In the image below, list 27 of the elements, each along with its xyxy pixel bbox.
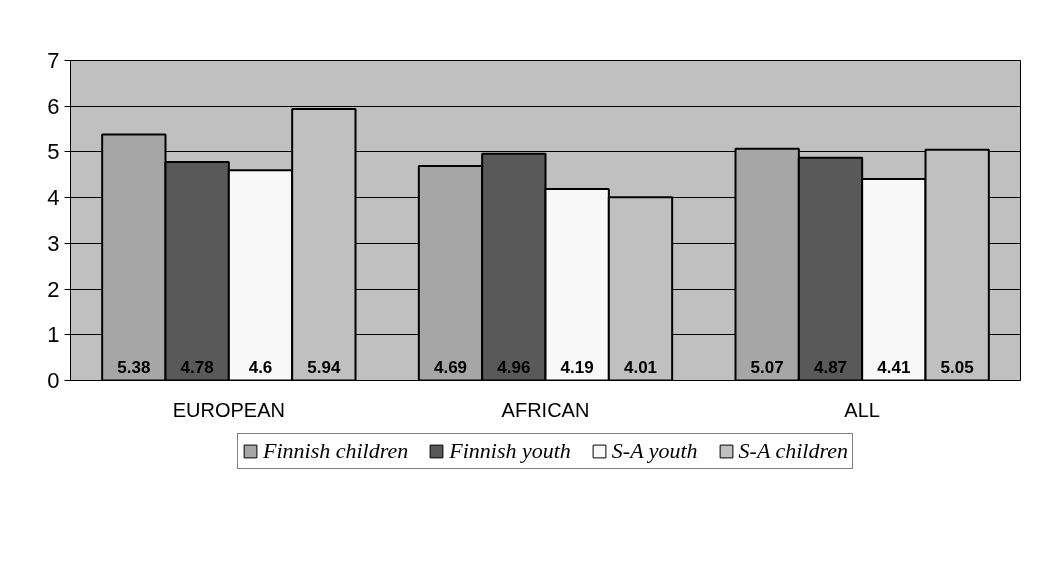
- y-tick-label: 7: [47, 48, 60, 73]
- data-label: 5.07: [750, 357, 784, 377]
- data-label: 4.41: [877, 357, 911, 377]
- data-label: 4.6: [248, 357, 273, 377]
- y-tick-label: 2: [47, 276, 60, 302]
- legend-label: S-A children: [738, 438, 848, 464]
- data-label: 4.19: [560, 357, 594, 377]
- y-tick-label: 5: [47, 139, 60, 165]
- data-label: 5.94: [307, 357, 341, 377]
- y-tick-label: 0: [47, 368, 60, 393]
- data-label: 4.69: [433, 357, 468, 377]
- y-tick-label: 4: [47, 185, 60, 211]
- y-tick-label: 6: [47, 93, 60, 119]
- data-label: 4.96: [497, 357, 531, 377]
- y-tick-label: 1: [47, 322, 60, 348]
- data-label: 5.38: [117, 357, 151, 377]
- x-tick-label: EUROPEAN: [172, 398, 285, 421]
- data-label: 5.05: [940, 357, 974, 377]
- data-label: 4.78: [180, 357, 214, 377]
- legend-label: S-A youth: [611, 438, 698, 464]
- x-tick-label: AFRICAN: [501, 398, 590, 421]
- data-label: 4.01: [623, 357, 658, 377]
- legend-label: Finnish youth: [449, 438, 571, 464]
- x-tick-label: ALL: [844, 398, 880, 421]
- legend-label: Finnish children: [263, 438, 409, 464]
- y-tick-label: 3: [47, 230, 60, 256]
- data-label: 4.87: [813, 357, 848, 377]
